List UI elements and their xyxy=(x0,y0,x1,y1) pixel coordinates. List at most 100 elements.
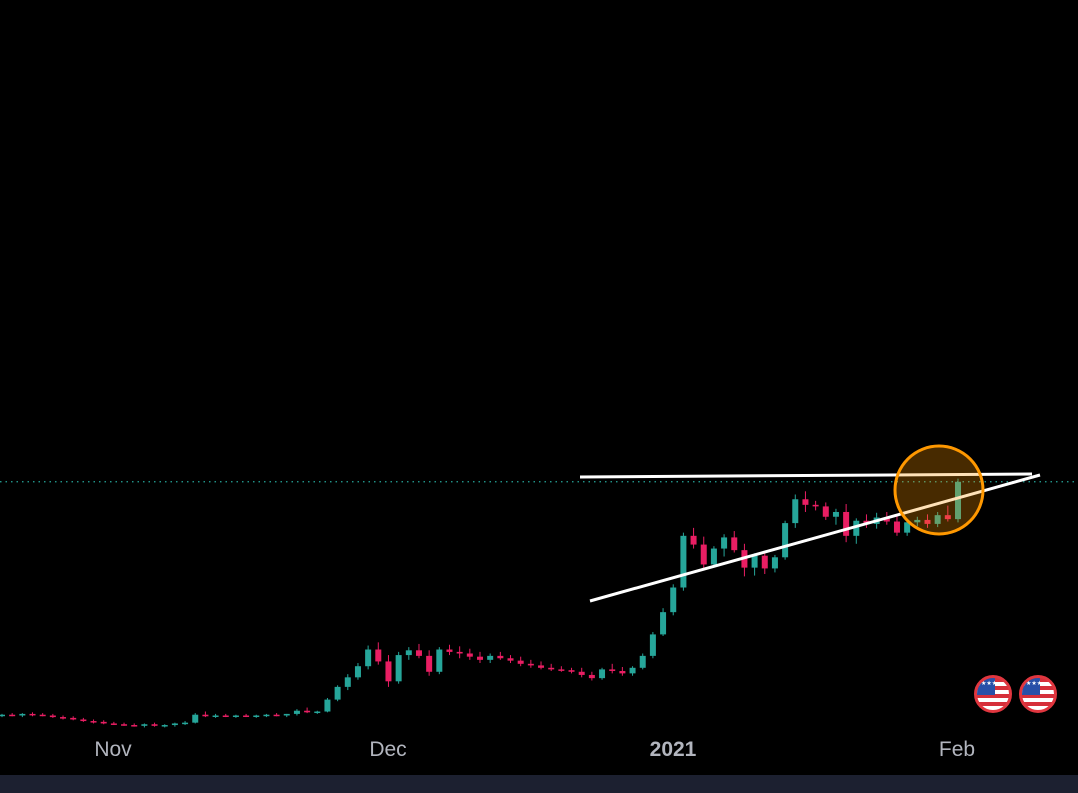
candle-down[interactable] xyxy=(456,651,463,654)
candle-up[interactable] xyxy=(934,515,941,524)
candle-down[interactable] xyxy=(812,504,819,507)
candle-up[interactable] xyxy=(629,667,636,674)
resistance-trendline[interactable] xyxy=(579,472,1033,479)
candle-down[interactable] xyxy=(60,717,67,719)
candle-down[interactable] xyxy=(222,715,229,718)
candle-up[interactable] xyxy=(914,519,921,523)
candle-down[interactable] xyxy=(822,506,829,517)
candle-down[interactable] xyxy=(304,710,311,713)
candle-down[interactable] xyxy=(100,721,107,724)
candle-down[interactable] xyxy=(731,537,738,551)
candle-up[interactable] xyxy=(853,520,860,536)
candle-up[interactable] xyxy=(710,548,717,565)
candle-down[interactable] xyxy=(273,714,280,717)
candle-up[interactable] xyxy=(670,587,677,613)
candle-up[interactable] xyxy=(904,522,911,533)
candle-down[interactable] xyxy=(517,660,524,664)
candle-down[interactable] xyxy=(375,649,382,662)
candle-up[interactable] xyxy=(334,686,341,700)
candle-up[interactable] xyxy=(19,713,26,716)
candle-down[interactable] xyxy=(893,521,900,533)
candle-down[interactable] xyxy=(131,725,138,727)
candle-down[interactable] xyxy=(944,515,951,520)
candle-down[interactable] xyxy=(609,669,616,671)
candle-down[interactable] xyxy=(39,714,46,717)
candle-down[interactable] xyxy=(385,661,392,682)
candle-down[interactable] xyxy=(690,535,697,545)
candle-up[interactable] xyxy=(263,714,270,717)
candle-down[interactable] xyxy=(558,669,565,671)
candle-up[interactable] xyxy=(324,699,331,712)
candle-up[interactable] xyxy=(771,557,778,569)
candle-up[interactable] xyxy=(253,715,260,718)
candle-down[interactable] xyxy=(151,724,158,726)
candle-down[interactable] xyxy=(527,663,534,666)
candle-up[interactable] xyxy=(283,713,290,716)
candle-up[interactable] xyxy=(293,710,300,714)
candle-down[interactable] xyxy=(70,717,77,720)
candle-down[interactable] xyxy=(883,517,890,522)
candle-up[interactable] xyxy=(365,649,372,667)
support-trendline[interactable] xyxy=(589,473,1041,603)
candle-down[interactable] xyxy=(415,650,422,656)
candle-up[interactable] xyxy=(232,715,239,718)
candle-down[interactable] xyxy=(29,713,36,716)
candle-up[interactable] xyxy=(141,724,148,726)
candle-up[interactable] xyxy=(639,655,646,668)
candle-up[interactable] xyxy=(436,649,443,672)
candle-down[interactable] xyxy=(477,656,483,660)
candle-up[interactable] xyxy=(161,725,168,727)
candle-down[interactable] xyxy=(80,719,87,722)
breakout-highlight-circle[interactable] xyxy=(893,444,985,536)
candle-up[interactable] xyxy=(405,650,412,656)
us-flag-icon[interactable]: ★★★ xyxy=(974,675,1012,713)
candle-down[interactable] xyxy=(243,715,250,718)
price-chart[interactable] xyxy=(0,0,1078,775)
candle-down[interactable] xyxy=(588,674,595,679)
candle-down[interactable] xyxy=(90,721,97,723)
candle-down[interactable] xyxy=(466,653,473,657)
candle-down[interactable] xyxy=(110,723,117,725)
candle-up[interactable] xyxy=(192,714,199,723)
candle-up[interactable] xyxy=(212,715,219,718)
candle-up[interactable] xyxy=(171,723,178,726)
candle-up[interactable] xyxy=(344,677,351,687)
candle-up[interactable] xyxy=(599,669,606,679)
candle-down[interactable] xyxy=(202,714,209,717)
candle-down[interactable] xyxy=(538,665,545,668)
candle-down[interactable] xyxy=(548,667,555,670)
candle-down[interactable] xyxy=(761,555,768,569)
candle-up[interactable] xyxy=(955,481,961,520)
candle-up[interactable] xyxy=(395,655,402,682)
candle-down[interactable] xyxy=(49,715,56,718)
candle-up[interactable] xyxy=(721,537,728,549)
candle-down[interactable] xyxy=(924,519,931,524)
candle-up[interactable] xyxy=(660,612,667,635)
us-flag-icon[interactable]: ★★★ xyxy=(1019,675,1057,713)
candle-up[interactable] xyxy=(487,655,494,660)
x-tick-label: 2021 xyxy=(649,738,697,761)
x-tick-label: Dec xyxy=(369,738,407,761)
candle-down[interactable] xyxy=(578,671,585,675)
candle-up[interactable] xyxy=(0,714,5,717)
candle-up[interactable] xyxy=(751,555,758,568)
candle-down[interactable] xyxy=(507,658,514,661)
candle-up[interactable] xyxy=(680,535,687,588)
candle-up[interactable] xyxy=(354,666,361,678)
candle-up[interactable] xyxy=(792,499,799,524)
candle-up[interactable] xyxy=(832,511,839,517)
candle-down[interactable] xyxy=(568,670,575,672)
candle-down[interactable] xyxy=(446,649,453,652)
candle-down[interactable] xyxy=(802,499,809,505)
candle-down[interactable] xyxy=(619,670,626,674)
candle-down[interactable] xyxy=(426,655,433,672)
candle-down[interactable] xyxy=(497,655,504,659)
candle-down[interactable] xyxy=(9,714,16,717)
candle-down[interactable] xyxy=(843,511,850,536)
candle-up[interactable] xyxy=(782,523,789,558)
candle-up[interactable] xyxy=(182,722,189,725)
candle-down[interactable] xyxy=(121,724,128,726)
candle-up[interactable] xyxy=(649,634,656,656)
candle-up[interactable] xyxy=(314,711,321,714)
candle-down[interactable] xyxy=(700,544,707,565)
